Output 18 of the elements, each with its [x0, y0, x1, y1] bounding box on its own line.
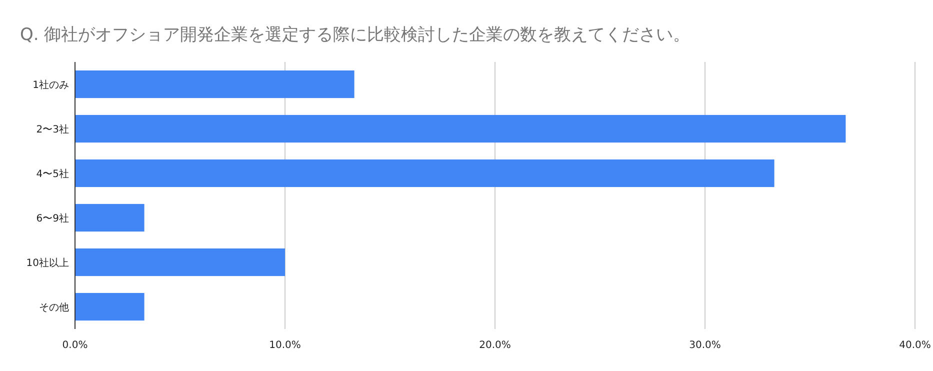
x-tick-label: 30.0% [689, 340, 721, 351]
x-tick-label: 0.0% [62, 340, 88, 351]
x-tick-label: 20.0% [479, 340, 511, 351]
bar [75, 114, 846, 143]
y-tick-label: 10社以上 [26, 256, 69, 269]
y-tick-label: 4〜5社 [36, 168, 69, 180]
y-tick-label: 6〜9社 [36, 212, 69, 224]
chart-title: Q. 御社がオフショア開発企業を選定する際に比較検討した企業の数を教えてください。 [20, 25, 690, 45]
x-tick-label: 10.0% [269, 340, 301, 351]
y-tick-label: 1社のみ [32, 78, 69, 91]
x-tick-label: 40.0% [899, 340, 931, 351]
bar [75, 159, 774, 188]
bar [75, 204, 144, 232]
bar [75, 70, 354, 98]
y-tick-label: 2〜3社 [36, 123, 69, 136]
y-tick-label: その他 [39, 301, 69, 314]
bar [75, 292, 144, 321]
bar [75, 248, 285, 276]
